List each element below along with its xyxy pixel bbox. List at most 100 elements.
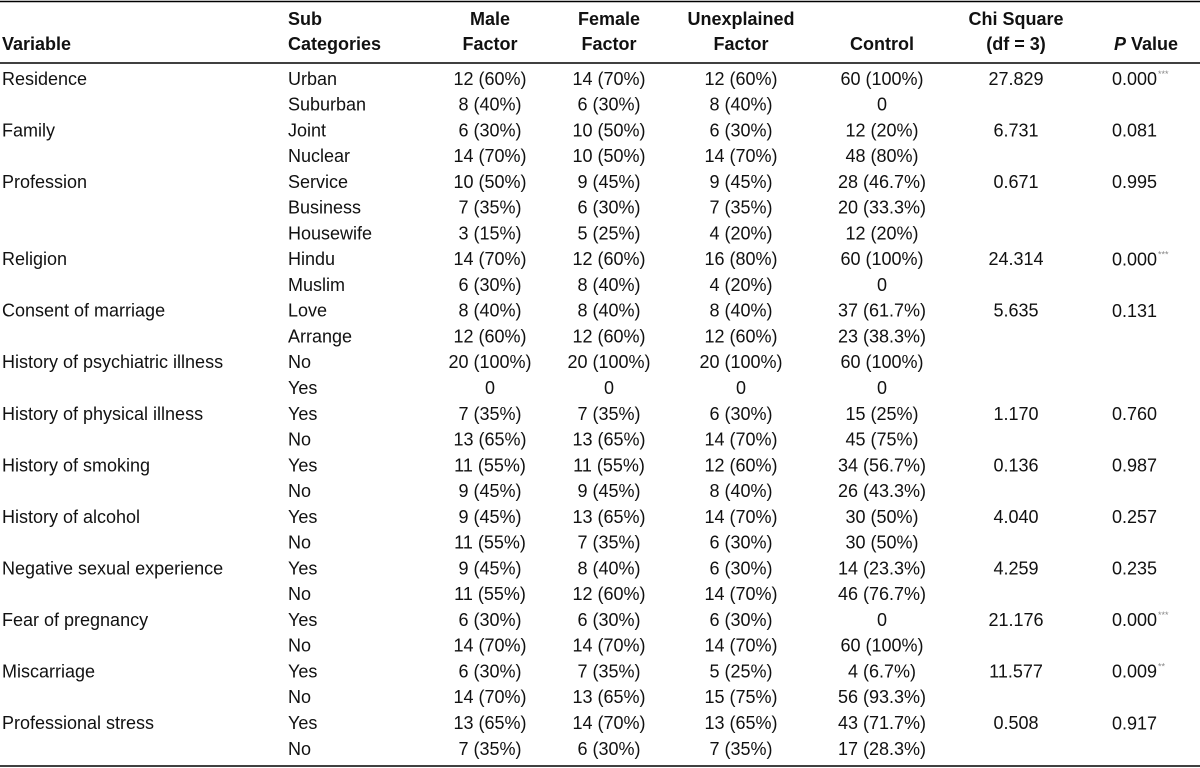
p-value: 0.081 — [1112, 120, 1157, 140]
cell: 13 (65%) — [453, 430, 526, 450]
cell: 6 (30%) — [458, 275, 521, 295]
variable: Negative sexual experience — [2, 558, 223, 578]
cell: 8 (40%) — [709, 481, 772, 501]
cell: 45 (75%) — [845, 430, 918, 450]
cell: 0 — [485, 378, 495, 398]
sub-category: No — [288, 352, 311, 372]
cell: 4 (6.7%) — [848, 661, 916, 681]
header-cell: Control — [850, 34, 914, 54]
cell: 11 (55%) — [454, 584, 526, 604]
cell: 8 (40%) — [458, 95, 521, 115]
p-number: 0.917 — [1112, 713, 1157, 733]
cell: 10 (50%) — [453, 172, 526, 192]
variable: History of physical illness — [2, 404, 203, 424]
cell: 12 (60%) — [704, 69, 777, 89]
variable: History of psychiatric illness — [2, 352, 223, 372]
sub-category: Service — [288, 172, 348, 192]
sub-category: Nuclear — [288, 146, 350, 166]
p-value: 0.995 — [1112, 172, 1157, 192]
cell: 0 — [877, 378, 887, 398]
header-cell: Factor — [581, 34, 636, 54]
cell: 8 (40%) — [458, 301, 521, 321]
header-cell: Categories — [288, 34, 381, 54]
header-italic: P — [1114, 34, 1127, 54]
chi-square: 4.040 — [993, 507, 1038, 527]
header-text: Value — [1131, 34, 1178, 54]
chi-square: 24.314 — [988, 249, 1043, 269]
cell: 7 (35%) — [577, 533, 640, 553]
p-value: 0.000*** — [1112, 69, 1169, 89]
cell: 14 (70%) — [572, 69, 645, 89]
cell: 9 (45%) — [458, 507, 521, 527]
header-cell: Male — [470, 9, 510, 29]
cell: 6 (30%) — [709, 558, 772, 578]
p-value: 0.000*** — [1112, 610, 1169, 630]
cell: 14 (70%) — [704, 507, 777, 527]
p-value: 0.009** — [1112, 661, 1166, 681]
cell: 6 (30%) — [709, 120, 772, 140]
cell: 30 (50%) — [845, 533, 918, 553]
p-number: 0.131 — [1112, 301, 1157, 321]
cell: 60 (100%) — [840, 636, 923, 656]
cell: 13 (65%) — [572, 507, 645, 527]
cell: 14 (70%) — [572, 636, 645, 656]
cell: 14 (70%) — [453, 146, 526, 166]
cell: 6 (30%) — [709, 533, 772, 553]
cell: 15 (25%) — [845, 404, 918, 424]
cell: 7 (35%) — [577, 404, 640, 424]
cell: 0 — [877, 95, 887, 115]
cell: 8 (40%) — [577, 275, 640, 295]
cell: 20 (33.3%) — [838, 198, 926, 218]
p-note: *** — [1158, 250, 1169, 260]
cell: 0 — [877, 610, 887, 630]
cell: 13 (65%) — [572, 687, 645, 707]
cell: 8 (40%) — [709, 95, 772, 115]
cell: 13 (65%) — [704, 713, 777, 733]
p-value: 0.000*** — [1112, 249, 1169, 269]
p-value: 0.131 — [1112, 301, 1157, 321]
header-cell: Factor — [462, 34, 517, 54]
cell: 9 (45%) — [709, 172, 772, 192]
cell: 7 (35%) — [458, 739, 521, 759]
cell: 20 (100%) — [448, 352, 531, 372]
variable: Consent of marriage — [2, 301, 165, 321]
cell: 5 (25%) — [577, 223, 640, 243]
cell: 37 (61.7%) — [838, 301, 926, 321]
cell: 23 (38.3%) — [838, 326, 926, 346]
header-cell: (df = 3) — [986, 34, 1046, 54]
header-cell: Factor — [713, 34, 768, 54]
cell: 20 (100%) — [699, 352, 782, 372]
cell: 11 (55%) — [573, 455, 645, 475]
sub-category: Muslim — [288, 275, 345, 295]
cell: 14 (70%) — [704, 636, 777, 656]
sub-category: Hindu — [288, 249, 335, 269]
variable: Residence — [2, 69, 87, 89]
cell: 12 (20%) — [845, 120, 918, 140]
cell: 9 (45%) — [577, 172, 640, 192]
sub-category: Yes — [288, 455, 317, 475]
cell: 34 (56.7%) — [838, 455, 926, 475]
sub-category: Yes — [288, 713, 317, 733]
cell: 12 (60%) — [572, 326, 645, 346]
cell: 4 (20%) — [709, 275, 772, 295]
p-note: *** — [1158, 611, 1169, 621]
header-cell: Chi Square — [968, 9, 1063, 29]
cell: 12 (60%) — [704, 326, 777, 346]
p-number: 0.257 — [1112, 507, 1157, 527]
sub-category: Love — [288, 301, 327, 321]
cell: 7 (35%) — [458, 404, 521, 424]
chi-square: 0.508 — [993, 713, 1038, 733]
chi-square: 11.577 — [989, 661, 1043, 681]
cell: 0 — [736, 378, 746, 398]
sub-category: Business — [288, 198, 361, 218]
cell: 17 (28.3%) — [838, 739, 926, 759]
cell: 9 (45%) — [458, 558, 521, 578]
cell: 56 (93.3%) — [838, 687, 926, 707]
cell: 6 (30%) — [577, 610, 640, 630]
cell: 60 (100%) — [840, 249, 923, 269]
cell: 7 (35%) — [709, 739, 772, 759]
cell: 12 (60%) — [572, 249, 645, 269]
cell: 16 (80%) — [704, 249, 777, 269]
sub-category: Arrange — [288, 326, 352, 346]
